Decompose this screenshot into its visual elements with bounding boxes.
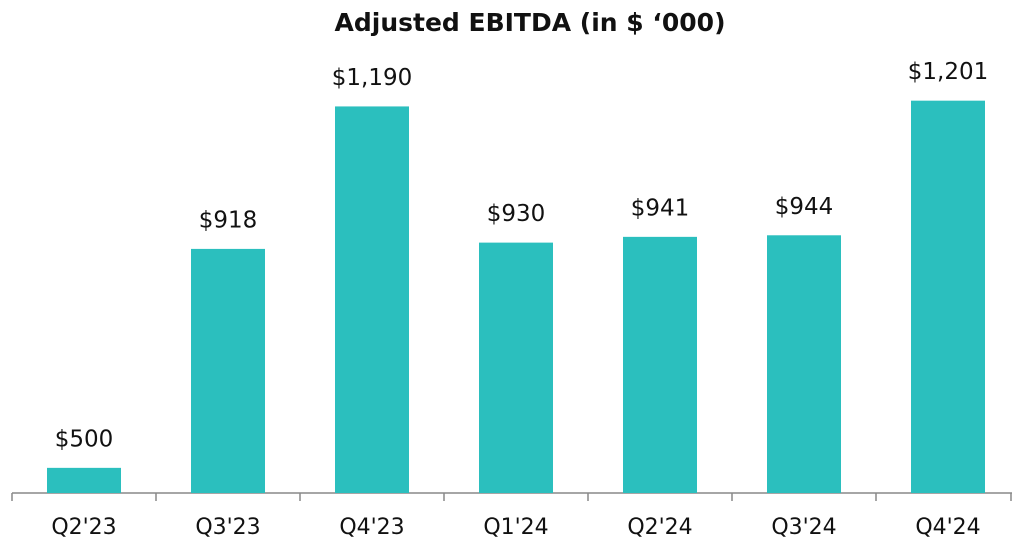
x-tick-label: Q4'23 [339,515,404,540]
bar [191,248,265,493]
data-label: $944 [775,194,834,220]
data-label: $930 [487,201,546,227]
bar [335,106,409,493]
bar [767,235,841,494]
data-label: $918 [199,207,258,233]
x-tick-label: Q2'24 [627,515,692,540]
data-label: $941 [631,195,690,221]
x-tick-label: Q2'23 [51,515,116,540]
data-label: $1,190 [332,65,412,91]
x-tick-label: Q3'23 [195,515,260,540]
bar [479,242,553,493]
bar [623,236,697,493]
bar [911,100,985,494]
chart-title: Adjusted EBITDA (in $ ‘000) [335,8,726,37]
data-label: $1,201 [908,59,988,85]
bar [47,467,121,493]
x-tick-label: Q4'24 [915,515,980,540]
data-label: $500 [55,426,114,452]
x-tick-label: Q1'24 [483,515,548,540]
x-tick-label: Q3'24 [771,515,836,540]
